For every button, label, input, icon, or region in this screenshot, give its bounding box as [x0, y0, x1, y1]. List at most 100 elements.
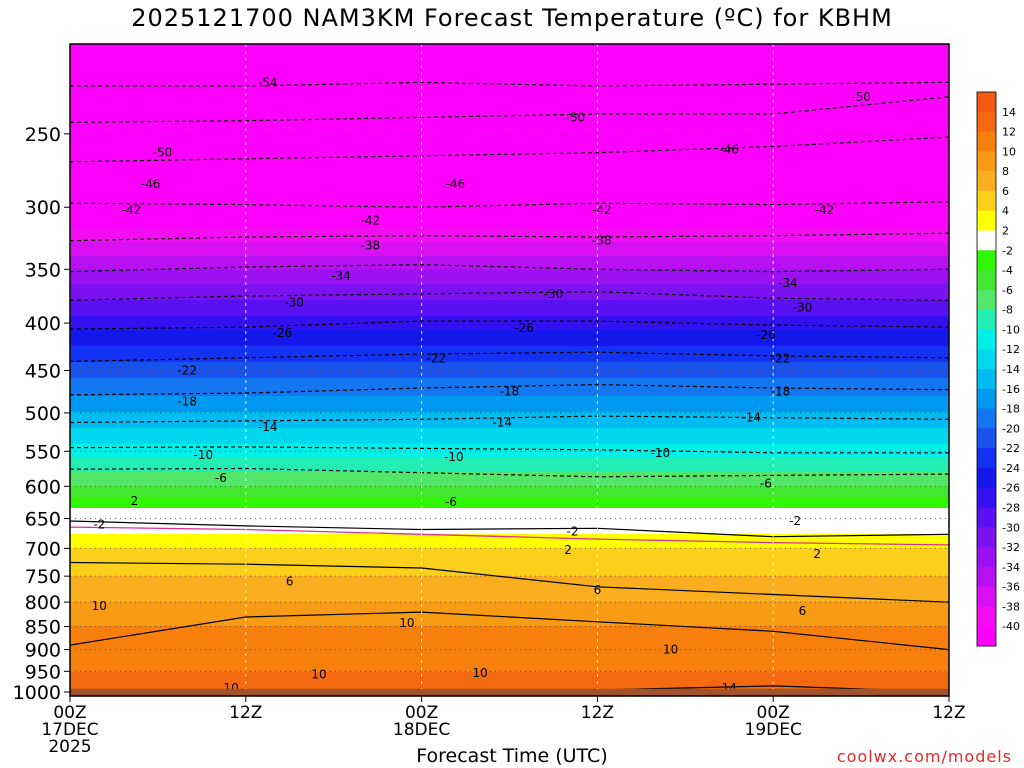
fill-strip — [70, 518, 949, 521]
colorbar-swatch — [977, 131, 996, 152]
fill-strip — [70, 452, 949, 455]
fill-strip — [70, 612, 949, 615]
x-tick-label: 17DEC — [41, 720, 98, 740]
colorbar-swatch — [977, 230, 996, 251]
fill-strip — [70, 100, 949, 103]
fill-strip — [70, 554, 949, 557]
fill-strip — [70, 582, 949, 585]
fill-strip — [70, 546, 949, 549]
fill-strip — [70, 476, 949, 479]
fill-strip — [70, 214, 949, 217]
contour-label: 10 — [92, 599, 107, 613]
colorbar-label: -32 — [1002, 541, 1020, 554]
fill-strip — [70, 658, 949, 661]
fill-strip — [70, 54, 949, 57]
fill-strip — [70, 460, 949, 463]
contour-label: -34 — [778, 276, 798, 290]
fill-strip — [70, 144, 949, 147]
colorbar-label: 2 — [1002, 225, 1009, 238]
y-tick-label: 750 — [25, 566, 61, 588]
fill-strip — [70, 178, 949, 181]
fill-strip — [70, 72, 949, 75]
fill-strip — [70, 128, 949, 131]
fill-strip — [70, 512, 949, 515]
fill-strip — [70, 454, 949, 457]
fill-strip — [70, 240, 949, 243]
colorbar-swatch — [977, 289, 996, 311]
contour-label: -10 — [444, 450, 464, 464]
fill-strip — [70, 348, 949, 351]
fill-strip — [70, 106, 949, 109]
fill-strip — [70, 276, 949, 279]
fill-strip — [70, 462, 949, 465]
fill-strip — [70, 408, 949, 411]
fill-strip — [70, 286, 949, 289]
colorbar-swatch — [977, 408, 996, 429]
fill-strip — [70, 352, 949, 355]
colorbar-label: -2 — [1002, 244, 1013, 257]
fill-strip — [70, 288, 949, 291]
fill-strip — [70, 490, 949, 493]
fill-strip — [70, 434, 949, 437]
contour-label: 10 — [311, 667, 326, 681]
contour-label: -2 — [789, 514, 801, 528]
fill-strip — [70, 620, 949, 623]
colorbar-swatch — [977, 586, 996, 607]
fill-strip — [70, 482, 949, 485]
x-tick-label: 2025 — [48, 737, 91, 757]
fill-strip — [70, 682, 949, 685]
colorbar-label: -10 — [1002, 323, 1020, 336]
fill-strip — [70, 516, 949, 519]
fill-strip — [70, 70, 949, 73]
fill-strip — [70, 264, 949, 267]
colorbar-label: 6 — [1002, 185, 1009, 198]
fill-strip — [70, 300, 949, 303]
contour-labels: -54 -50 -50 -50 -46 -46 -46 -42 -42 -42 -42 -38 -38 -… — [92, 75, 871, 695]
fill-strip — [70, 138, 949, 141]
fill-strip — [70, 116, 949, 119]
fill-strip — [70, 82, 949, 85]
contour-label: -26 — [756, 328, 776, 342]
contour-label: -46 — [445, 177, 465, 191]
fill-strip — [70, 246, 949, 249]
fill-strip — [70, 486, 949, 489]
contour-label: 6 — [286, 574, 294, 588]
fill-strip — [70, 662, 949, 665]
fill-strip — [70, 494, 949, 497]
fill-strip — [70, 304, 949, 307]
fill-strip — [70, 342, 949, 345]
fill-strip — [70, 422, 949, 425]
contour-label: -42 — [815, 203, 835, 217]
fill-strip — [70, 328, 949, 331]
fill-strip — [70, 228, 949, 231]
colorbar-swatch — [977, 369, 996, 390]
colorbar-label: -18 — [1002, 403, 1020, 416]
y-tick-label: 350 — [25, 259, 61, 281]
fill-strip — [70, 370, 949, 373]
fill-strip — [70, 488, 949, 491]
fill-strip — [70, 652, 949, 655]
colorbar-label: -20 — [1002, 422, 1020, 435]
fill-strip — [70, 622, 949, 625]
fill-strip — [70, 374, 949, 377]
fill-strip — [70, 466, 949, 469]
ground-band — [70, 688, 949, 696]
fill-strip — [70, 354, 949, 357]
fill-strip — [70, 522, 949, 525]
fill-strip — [70, 154, 949, 157]
contour-label: -54 — [258, 75, 278, 89]
colorbar-label: -36 — [1002, 581, 1020, 594]
fill-strip — [70, 402, 949, 405]
fill-strip — [70, 160, 949, 163]
fill-strip — [70, 268, 949, 271]
fill-strip — [70, 322, 949, 325]
colorbar-swatch — [977, 566, 996, 588]
fill-strip — [70, 360, 949, 363]
fill-strip — [70, 258, 949, 261]
fill-strip — [70, 122, 949, 125]
y-tick-label: 600 — [25, 476, 61, 498]
fill-strip — [70, 208, 949, 211]
fill-strip — [70, 96, 949, 99]
fill-strip — [70, 334, 949, 337]
fill-strip — [70, 332, 949, 335]
